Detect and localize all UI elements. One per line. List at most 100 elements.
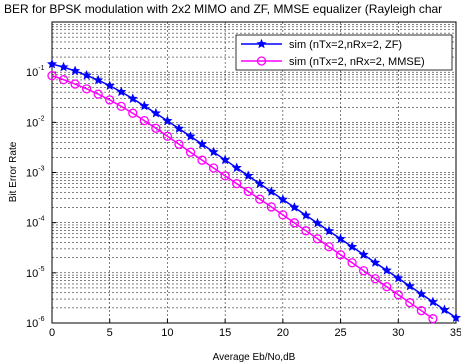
x-tick-label-6: 30 [392,327,404,339]
data-point-circle [128,108,138,118]
data-point-star [116,86,127,97]
data-point-circle [393,290,403,300]
data-point-star [266,186,277,196]
data-point-circle [301,226,311,236]
y-tick-label-0: 10-6 [26,316,45,330]
x-tick-label-7: 35 [450,327,461,339]
x-tick-label-5: 25 [334,327,346,339]
data-point-circle [370,274,380,284]
data-point-star [335,233,346,244]
data-point-star [404,280,415,291]
data-point-star [370,257,381,267]
data-point-circle [416,306,427,316]
y-tick-label-1: 10-5 [26,266,45,280]
legend-marker-mmse [256,56,267,66]
data-point-star [243,170,254,181]
data-point-star [70,65,81,76]
data-point-circle [220,171,230,181]
data-point-circle [174,139,184,149]
axis-ticks: 0 5 10 15 20 25 30 35 10-6 10-5 10-4 10-3 10-2 10-1 [26,65,461,339]
data-point-circle [105,95,115,105]
data-point-star [324,225,335,236]
x-tick-label-2: 10 [161,327,173,339]
legend-circle-marker [256,56,267,66]
data-point-star [289,202,300,212]
data-point-star [197,138,208,149]
data-point-circle [197,155,207,165]
data-point-circle [208,163,219,173]
data-point-star [312,217,323,228]
legend-star-marker [256,38,267,49]
y-tick-label-3: 10-3 [26,166,45,180]
legend: sim (nTx=2,nRx=2, ZF) sim (nTx=2, nRx=2,… [235,34,453,71]
legend-label-zf: sim (nTx=2,nRx=2, ZF) [289,39,402,51]
data-point-star [231,162,242,173]
x-axis-label: Average Eb/No,dB [213,352,296,363]
legend-marker-zf [256,38,267,49]
data-point-star [104,80,115,90]
data-point-star [381,265,392,275]
x-tick-label-4: 20 [277,327,289,339]
data-point-circle [243,186,253,197]
data-point-star [208,146,219,157]
y-tick-label-2: 10-4 [26,216,45,230]
data-point-circle [151,123,161,133]
data-point-circle [70,79,80,89]
data-point-star [277,194,288,204]
data-point-circle [428,314,438,324]
data-point-circle [266,202,276,212]
data-point-circle [278,210,288,220]
data-point-star [81,70,92,80]
legend-box [235,34,453,71]
series-layer [46,58,461,324]
data-point-circle [162,131,173,141]
x-tick-label-1: 5 [107,327,113,339]
data-point-star [300,210,311,220]
data-point-star [254,178,265,188]
data-point-circle [58,74,69,85]
data-point-star [427,296,438,307]
data-point-circle [335,250,346,260]
data-point-star [450,312,461,323]
data-point-star [162,115,173,126]
data-point-circle [93,89,103,99]
data-point-star [93,74,104,85]
data-point-star [347,241,358,252]
x-tick-label-3: 15 [219,327,231,339]
data-point-circle [185,147,196,157]
data-point-circle [255,194,265,204]
data-point-star [46,58,58,69]
x-tick-label-0: 0 [49,327,55,339]
data-point-star [393,272,404,283]
grid [51,22,457,323]
data-point-circle [232,178,242,189]
data-point-star [173,123,184,133]
data-point-circle [289,218,300,228]
data-point-circle [312,234,323,244]
data-point-circle [47,71,57,81]
data-point-circle [116,101,126,112]
data-point-star [185,131,196,141]
y-tick-label-5: 10-1 [26,65,45,79]
data-point-star [439,304,450,315]
legend-label-mmse: sim (nTx=2, nRx=2, MMSE) [289,56,425,68]
data-point-star [220,154,231,165]
data-point-star [139,100,150,111]
data-point-star [416,288,427,299]
series-1 [47,71,438,324]
data-point-circle [139,116,149,126]
chart-title: BER for BPSK modulation with 2x2 MIMO an… [4,2,442,16]
y-axis-label: Bit Error Rate [8,141,19,202]
data-point-star [150,107,161,118]
data-point-circle [81,84,92,94]
data-point-star [127,93,138,103]
data-point-star [58,61,69,72]
data-point-circle [347,258,357,268]
data-point-circle [405,298,415,308]
data-point-circle [382,282,392,292]
data-point-star [358,249,369,259]
y-tick-label-4: 10-2 [26,115,45,129]
data-point-circle [359,266,369,276]
data-point-circle [324,242,334,252]
